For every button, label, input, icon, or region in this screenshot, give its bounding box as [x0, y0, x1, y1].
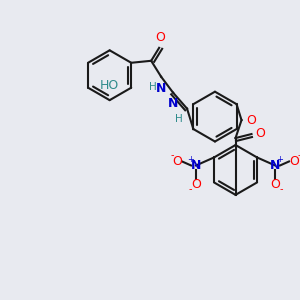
Text: N: N	[270, 159, 280, 172]
Text: O: O	[247, 114, 256, 127]
Text: H: H	[175, 114, 183, 124]
Text: N: N	[156, 82, 166, 95]
Text: N: N	[168, 97, 178, 110]
Text: O: O	[289, 155, 299, 168]
Text: +: +	[277, 155, 284, 164]
Text: O: O	[155, 31, 165, 44]
Text: O: O	[270, 178, 280, 191]
Text: N: N	[191, 159, 201, 172]
Text: O: O	[191, 178, 201, 191]
Text: -: -	[279, 184, 283, 194]
Text: H: H	[149, 82, 157, 92]
Text: HO: HO	[100, 79, 119, 92]
Text: -: -	[297, 151, 300, 160]
Text: -: -	[188, 184, 192, 194]
Text: O: O	[172, 155, 182, 168]
Text: +: +	[188, 155, 194, 164]
Text: -: -	[170, 151, 174, 160]
Text: O: O	[256, 127, 266, 140]
